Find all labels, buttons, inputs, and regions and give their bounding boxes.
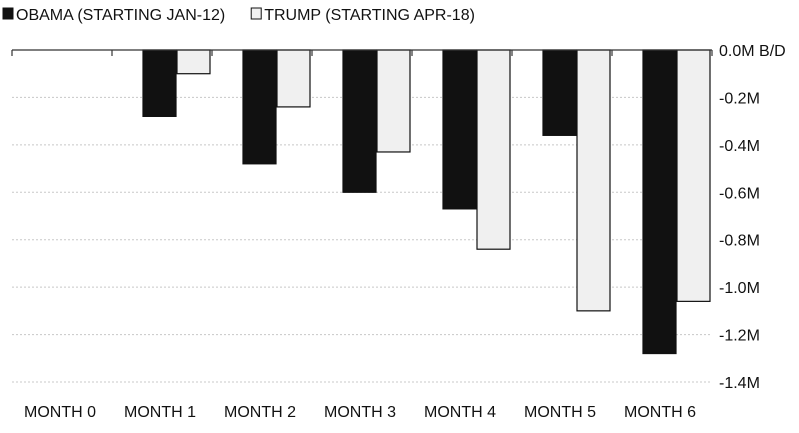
y-tick-label-7: -1.4M — [719, 375, 760, 392]
x-tick-label-6: MONTH 6 — [624, 404, 696, 421]
bar-series-1-month-4 — [476, 49, 511, 250]
x-tick-label-4: MONTH 4 — [424, 404, 496, 421]
bar-series-1-month-2 — [276, 49, 311, 108]
legend-label-1: TRUMP (STARTING APR-18) — [264, 7, 475, 24]
bar-series-1-month-1 — [176, 49, 211, 75]
y-tick-label-0: 0.0M B/D — [719, 43, 786, 60]
x-tick-label-3: MONTH 3 — [324, 404, 396, 421]
bar-series-0-month-5 — [542, 49, 577, 136]
y-tick-label-3: -0.6M — [719, 185, 760, 202]
y-tick-label-6: -1.2M — [719, 328, 760, 345]
bar-series-0-month-2 — [242, 49, 277, 165]
bar-series-1-month-6 — [676, 49, 711, 302]
bar-series-0-month-6 — [642, 49, 677, 355]
legend-swatch-1 — [250, 7, 262, 20]
x-tick-label-1: MONTH 1 — [124, 404, 196, 421]
bar-series-0-month-3 — [342, 49, 377, 193]
x-tick-label-0: MONTH 0 — [24, 404, 96, 421]
y-tick-label-2: -0.4M — [719, 138, 760, 155]
bar-series-0-month-1 — [142, 49, 177, 118]
y-tick-label-4: -0.8M — [719, 233, 760, 250]
bar-series-0-month-4 — [442, 49, 477, 210]
y-tick-label-1: -0.2M — [719, 90, 760, 107]
bar-series-1-month-5 — [576, 49, 611, 312]
legend-swatch-0 — [2, 7, 14, 20]
x-tick-label-2: MONTH 2 — [224, 404, 296, 421]
x-tick-label-5: MONTH 5 — [524, 404, 596, 421]
legend-label-0: OBAMA (STARTING JAN-12) — [16, 7, 225, 24]
y-tick-label-5: -1.0M — [719, 280, 760, 297]
bar-series-1-month-3 — [376, 49, 411, 153]
